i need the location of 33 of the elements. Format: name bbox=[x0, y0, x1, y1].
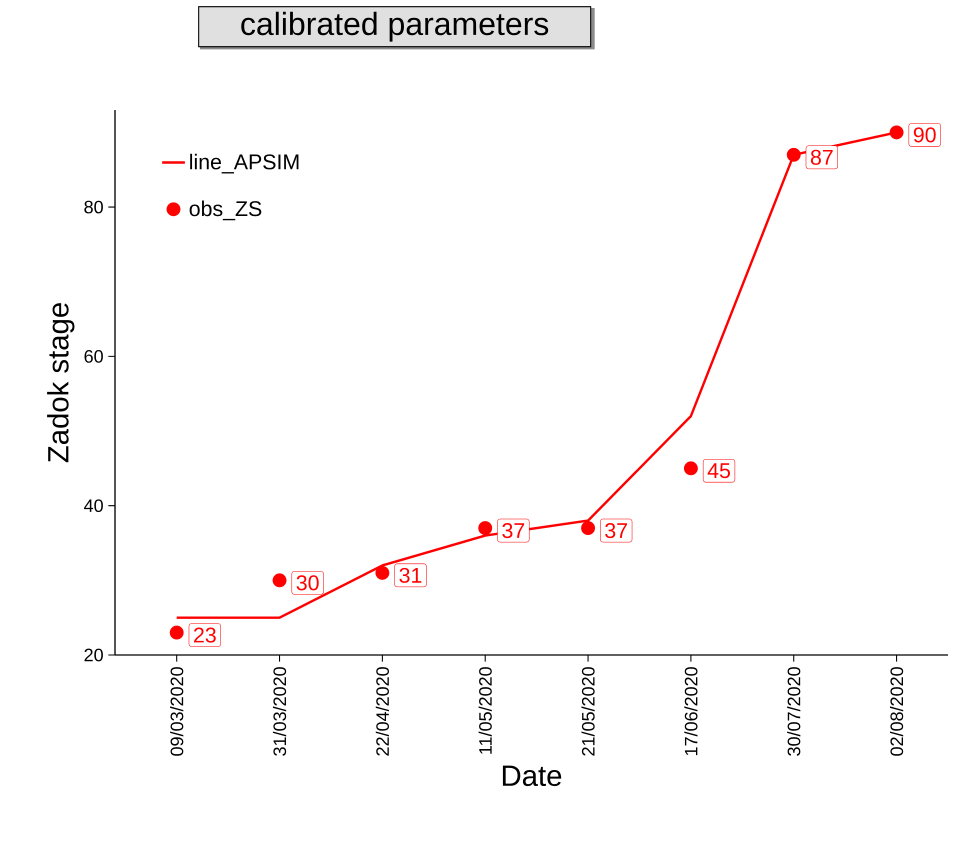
x-tick-label: 31/03/2020 bbox=[272, 667, 286, 756]
data-label: 37 bbox=[502, 523, 524, 538]
data-label: 30 bbox=[296, 575, 319, 590]
data-label: 31 bbox=[399, 568, 422, 583]
x-tick-label: 17/06/2020 bbox=[684, 667, 698, 756]
legend-label: obs_ZS bbox=[190, 200, 262, 220]
data-label: 23 bbox=[194, 628, 216, 643]
x-tick-label: 30/07/2020 bbox=[787, 667, 800, 756]
y-axis-title: Zadok stage bbox=[47, 303, 74, 462]
point bbox=[375, 566, 390, 580]
x-tick-label: 11/05/2020 bbox=[478, 667, 492, 754]
point bbox=[478, 521, 492, 536]
data-label: 45 bbox=[708, 463, 730, 478]
y-tick-label: 80 bbox=[84, 200, 103, 214]
chart-title: calibrated parameters bbox=[241, 12, 548, 42]
x-axis-title: Date bbox=[502, 766, 562, 786]
y-tick-label: 60 bbox=[84, 350, 103, 363]
point bbox=[170, 626, 184, 640]
legend-label: line_APSIM bbox=[190, 154, 298, 174]
x-tick-label: 22/04/2020 bbox=[376, 667, 389, 756]
point bbox=[272, 573, 286, 588]
y-tick-label: 40 bbox=[84, 499, 103, 512]
data-label: 87 bbox=[810, 150, 833, 165]
point bbox=[786, 148, 801, 162]
point bbox=[890, 125, 904, 140]
point bbox=[684, 461, 698, 476]
x-tick-label: 21/05/2020 bbox=[581, 667, 595, 756]
data-label: 37 bbox=[605, 523, 627, 538]
data-label: 90 bbox=[914, 127, 936, 142]
x-tick-label: 09/03/2020 bbox=[170, 667, 184, 756]
y-tick-label: 20 bbox=[84, 648, 103, 662]
point bbox=[581, 521, 595, 536]
x-tick-label: 02/08/2020 bbox=[890, 667, 904, 756]
